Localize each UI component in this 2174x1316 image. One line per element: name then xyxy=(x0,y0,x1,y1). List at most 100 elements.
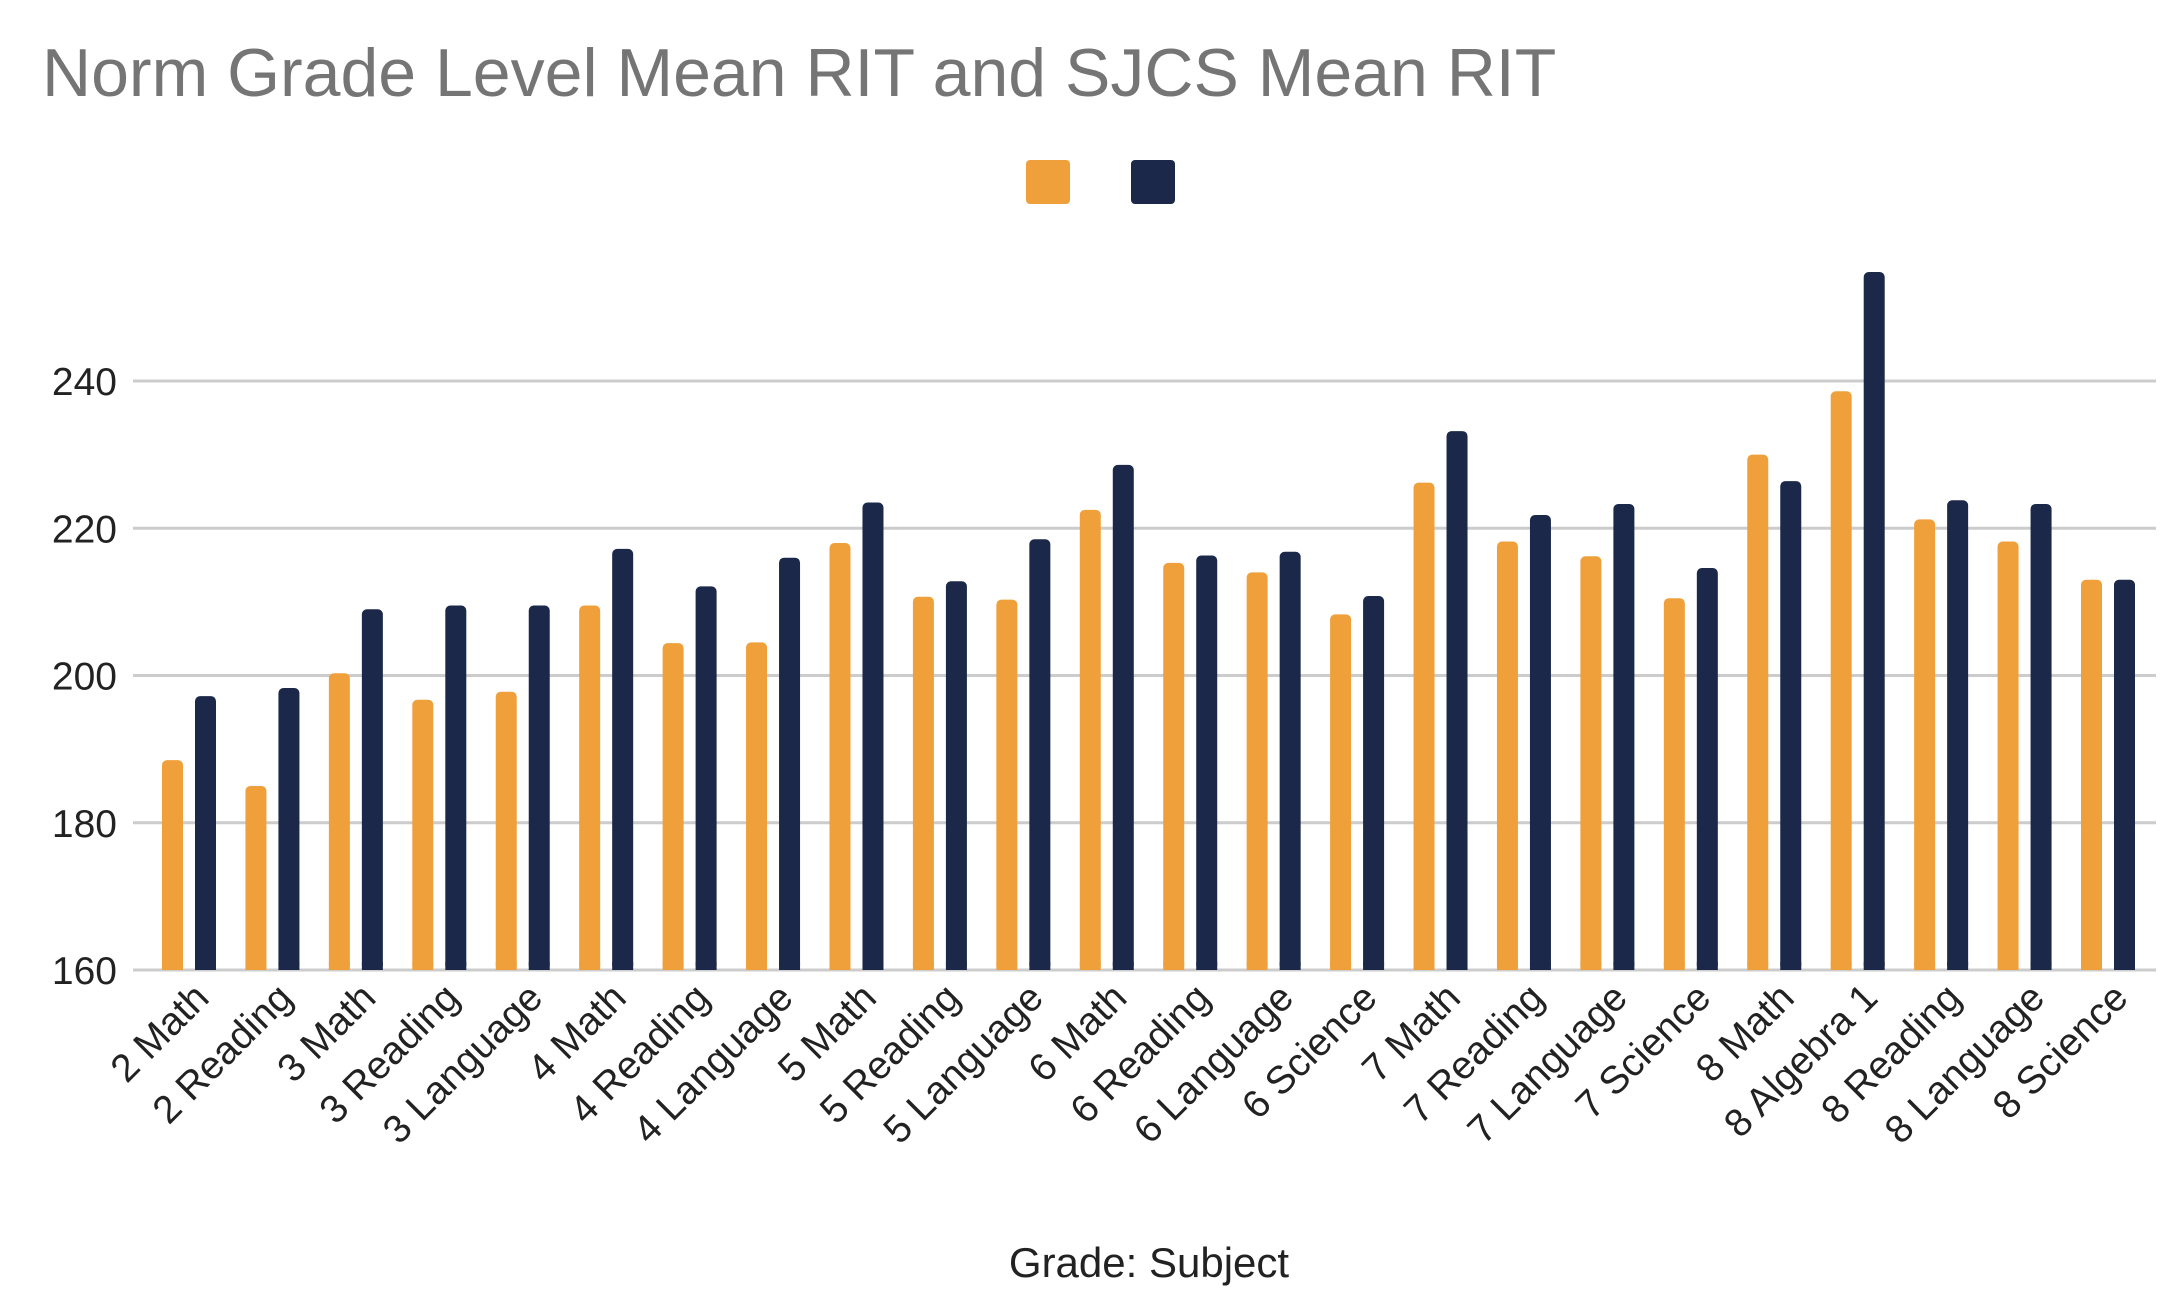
bar-base-0-1 xyxy=(245,962,267,970)
bar-base-1-20 xyxy=(1863,962,1885,970)
bar-sjcs-6 xyxy=(695,586,717,970)
bar-base-0-17 xyxy=(1580,962,1602,970)
bar-sjcs-5 xyxy=(612,548,634,970)
gridlines xyxy=(133,379,2156,972)
bar-norm-22 xyxy=(1997,541,2019,970)
bar-base-0-3 xyxy=(412,962,434,970)
bar-base-1-13 xyxy=(1279,962,1301,970)
bar-base-1-12 xyxy=(1196,962,1218,970)
bar-norm-10 xyxy=(996,599,1018,970)
legend-swatch-series-1 xyxy=(1026,160,1070,204)
y-tick-label: 220 xyxy=(52,508,117,551)
bar-base-0-0 xyxy=(162,962,183,970)
bar-sjcs-15 xyxy=(1446,431,1468,970)
bars xyxy=(162,272,2135,970)
bar-base-1-17 xyxy=(1613,962,1635,970)
bar-norm-14 xyxy=(1330,614,1352,970)
bar-sjcs-2 xyxy=(361,609,383,970)
y-tick-label: 160 xyxy=(52,950,117,993)
bar-base-1-0 xyxy=(195,962,216,970)
bar-norm-9 xyxy=(912,596,934,970)
bar-base-1-21 xyxy=(1947,962,1969,970)
bar-norm-15 xyxy=(1413,482,1435,970)
bar-norm-21 xyxy=(1914,519,1936,970)
bar-sjcs-7 xyxy=(779,557,801,970)
bar-norm-0 xyxy=(162,760,183,970)
bar-norm-8 xyxy=(829,542,851,970)
bar-base-0-13 xyxy=(1246,962,1268,970)
bar-base-0-2 xyxy=(328,962,350,970)
bar-sjcs-23 xyxy=(2114,579,2135,970)
bar-base-0-8 xyxy=(829,962,851,970)
bar-norm-20 xyxy=(1830,391,1852,970)
bar-base-0-10 xyxy=(996,962,1018,970)
bar-base-0-18 xyxy=(1663,962,1685,970)
bar-base-0-23 xyxy=(2081,962,2102,970)
bar-base-1-4 xyxy=(528,962,550,970)
bar-base-0-20 xyxy=(1830,962,1852,970)
bar-norm-16 xyxy=(1496,541,1518,970)
bar-base-0-14 xyxy=(1330,962,1352,970)
bar-base-0-11 xyxy=(1079,962,1101,970)
bar-sjcs-9 xyxy=(945,581,967,970)
bar-base-0-15 xyxy=(1413,962,1435,970)
bar-base-1-2 xyxy=(361,962,383,970)
bar-norm-12 xyxy=(1163,562,1185,970)
bar-sjcs-16 xyxy=(1529,514,1551,970)
bar-base-1-3 xyxy=(445,962,467,970)
bar-norm-7 xyxy=(746,642,768,970)
x-axis-title: Grade: Subject xyxy=(1009,1239,1289,1286)
bar-base-1-7 xyxy=(779,962,801,970)
bar-sjcs-11 xyxy=(1112,464,1134,970)
bar-base-0-12 xyxy=(1163,962,1185,970)
bar-base-1-18 xyxy=(1696,962,1718,970)
bar-norm-23 xyxy=(2081,579,2102,970)
bar-base-1-14 xyxy=(1363,962,1385,970)
bar-sjcs-20 xyxy=(1863,272,1885,970)
bar-base-0-16 xyxy=(1496,962,1518,970)
bar-sjcs-8 xyxy=(862,502,884,970)
bar-sjcs-14 xyxy=(1363,595,1385,970)
bar-norm-6 xyxy=(662,643,684,970)
bar-base-0-7 xyxy=(746,962,768,970)
bar-sjcs-1 xyxy=(278,688,300,970)
bar-base-0-9 xyxy=(912,962,934,970)
bar-sjcs-10 xyxy=(1029,539,1051,970)
bar-sjcs-4 xyxy=(528,605,550,970)
bar-base-1-6 xyxy=(695,962,717,970)
bar-sjcs-21 xyxy=(1947,500,1969,970)
bar-sjcs-0 xyxy=(195,696,216,970)
bar-base-1-16 xyxy=(1529,962,1551,970)
bar-sjcs-19 xyxy=(1780,481,1802,970)
bar-sjcs-3 xyxy=(445,605,467,970)
bar-base-1-23 xyxy=(2114,962,2135,970)
bar-sjcs-18 xyxy=(1696,568,1718,970)
y-tick-label: 240 xyxy=(52,361,117,404)
bar-sjcs-12 xyxy=(1196,555,1218,970)
y-tick-label: 200 xyxy=(52,656,117,699)
bar-base-0-21 xyxy=(1914,962,1936,970)
bar-norm-3 xyxy=(412,699,434,970)
bar-norm-2 xyxy=(328,673,350,970)
bar-base-1-19 xyxy=(1780,962,1802,970)
bar-norm-17 xyxy=(1580,556,1602,970)
bar-base-0-19 xyxy=(1747,962,1769,970)
bar-base-1-1 xyxy=(278,962,300,970)
bar-base-1-22 xyxy=(2030,962,2052,970)
legend-swatch-series-2 xyxy=(1131,160,1175,204)
bar-base-1-11 xyxy=(1112,962,1134,970)
bar-norm-4 xyxy=(495,691,517,970)
bar-norm-5 xyxy=(579,605,601,970)
bar-base-0-4 xyxy=(495,962,517,970)
bar-base-0-6 xyxy=(662,962,684,970)
bar-norm-19 xyxy=(1747,454,1769,970)
bar-sjcs-17 xyxy=(1613,503,1635,970)
bar-norm-11 xyxy=(1079,509,1101,970)
bar-base-1-5 xyxy=(612,962,634,970)
bar-norm-13 xyxy=(1246,572,1268,970)
bar-norm-1 xyxy=(245,785,267,970)
bar-sjcs-13 xyxy=(1279,551,1301,970)
y-axis-ticks: 160 180 200 220 240 xyxy=(52,361,117,993)
chart-title: Norm Grade Level Mean RIT and SJCS Mean … xyxy=(42,35,1556,111)
